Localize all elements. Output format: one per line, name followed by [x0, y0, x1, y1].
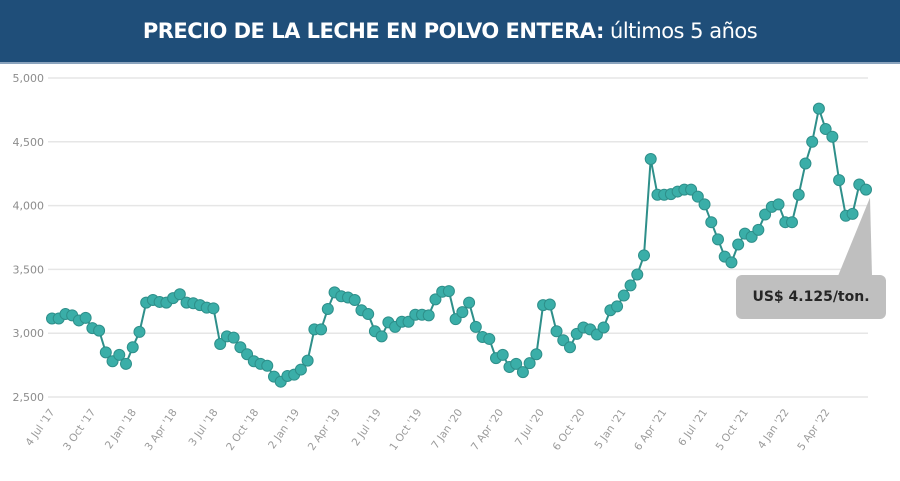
data-point [624, 279, 637, 292]
data-point [799, 157, 812, 170]
data-point [315, 323, 328, 336]
data-point [812, 102, 825, 115]
data-point [362, 308, 375, 321]
data-point [469, 320, 482, 333]
data-point [510, 357, 523, 370]
data-point [113, 348, 126, 361]
title-subtitle: últimos 5 años [610, 19, 758, 43]
y-tick-label: 3,000 [13, 327, 45, 340]
data-point [806, 135, 819, 148]
callout-pointer [838, 197, 872, 276]
data-point [833, 174, 846, 187]
data-point [826, 130, 839, 143]
data-point [732, 238, 745, 251]
data-point [846, 207, 859, 220]
x-tick-label: 2 Oct '18 [224, 407, 261, 453]
data-point [725, 256, 738, 269]
data-point [496, 348, 509, 361]
x-tick-label: 2 Jan '18 [103, 407, 139, 451]
data-point [792, 188, 805, 201]
data-point [99, 346, 112, 359]
data-point [321, 302, 334, 315]
data-point [786, 216, 798, 229]
data-point [691, 190, 704, 203]
data-point [712, 233, 724, 246]
x-axis: 4 Jul '17 3 Oct '17 2 Jan '18 3 Apr '18 3 Ju… [23, 407, 832, 453]
data-point [207, 302, 220, 315]
data-point [463, 296, 476, 309]
data-point [214, 338, 227, 351]
data-point [79, 311, 92, 324]
data-point [126, 341, 139, 354]
data-point [456, 306, 469, 319]
data-point [698, 198, 711, 211]
title-bold: PRECIO DE LA LECHE EN POLVO ENTERA: [142, 19, 605, 43]
x-tick-label: 3 Oct '17 [61, 407, 98, 453]
x-tick-label: 6 Jul '21 [676, 407, 710, 449]
x-tick-label: 2 Apr '19 [306, 407, 343, 453]
data-point [564, 341, 576, 354]
x-tick-label: 5 Jan '21 [592, 407, 628, 451]
x-tick-label: 7 Jul '20 [513, 407, 547, 449]
data-point [429, 293, 442, 306]
x-tick-label: 5 Oct '21 [714, 407, 751, 453]
data-point [530, 348, 543, 361]
x-tick-label: 5 Apr '22 [795, 407, 832, 453]
title-banner: PRECIO DE LA LECHE EN POLVO ENTERA: últi… [0, 0, 900, 64]
data-point [120, 357, 132, 370]
y-axis: 5,000 4,500 4,000 3,500 3,000 2,500 [13, 72, 45, 404]
x-tick-label: 2 Jan '19 [266, 407, 302, 451]
x-tick-label: 7 Jan '20 [429, 407, 465, 451]
data-point [638, 249, 650, 262]
data-point [294, 363, 307, 376]
data-point [375, 330, 388, 343]
y-tick-label: 3,500 [13, 263, 45, 276]
data-point [483, 332, 496, 345]
data-point [631, 268, 644, 281]
y-tick-label: 4,500 [13, 136, 45, 149]
callout-text: US$ 4.125/ton. [752, 289, 870, 305]
x-tick-label: 3 Apr '18 [143, 407, 180, 453]
y-tick-label: 4,000 [13, 200, 45, 213]
price-callout: US$ 4.125/ton. [736, 275, 886, 319]
data-point [261, 359, 274, 372]
data-point [523, 357, 536, 370]
data-point [550, 325, 563, 338]
x-tick-label: 6 Oct '20 [550, 407, 587, 453]
data-point [617, 289, 630, 302]
data-point [705, 216, 718, 229]
x-tick-label: 6 Apr '21 [632, 407, 669, 453]
data-point [543, 298, 556, 311]
x-tick-label: 2 Jul '19 [350, 407, 384, 449]
data-point [597, 321, 610, 334]
data-point [93, 324, 106, 337]
x-tick-label: 4 Jul '17 [23, 407, 57, 449]
x-tick-label: 7 Apr '20 [469, 407, 506, 453]
x-tick-label: 1 Oct '19 [387, 407, 424, 453]
data-point [611, 300, 624, 313]
x-tick-label: 3 Jul '18 [187, 407, 221, 449]
y-tick-label: 2,500 [13, 391, 45, 404]
data-point [227, 331, 240, 344]
data-point [133, 325, 146, 338]
data-point [644, 153, 657, 166]
data-point [819, 123, 832, 136]
data-point [860, 183, 872, 196]
data-point [759, 208, 772, 221]
x-tick-label: 4 Jan '22 [756, 407, 792, 451]
grid-lines [48, 77, 868, 398]
data-point [516, 366, 529, 379]
data-point [442, 285, 455, 298]
price-line-chart: 5,000 4,500 4,000 3,500 3,000 2,500 4 Jul '17… [13, 72, 872, 453]
y-tick-label: 5,000 [13, 72, 45, 85]
data-point [301, 354, 314, 367]
data-point [422, 309, 435, 322]
page-title: PRECIO DE LA LECHE EN POLVO ENTERA: últi… [142, 19, 758, 43]
data-point [348, 294, 361, 307]
data-point [173, 288, 186, 301]
data-point [752, 223, 765, 236]
series-points [46, 102, 872, 388]
data-point [772, 198, 785, 211]
